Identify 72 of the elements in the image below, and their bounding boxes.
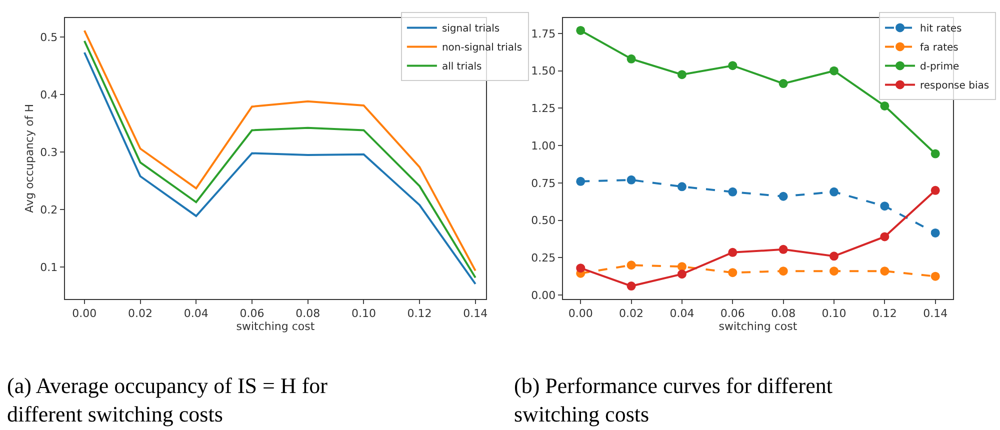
x-tick-label: 0.04 [670,307,694,320]
x-tick-label: 0.14 [463,307,488,320]
point [930,272,940,281]
point [626,175,636,184]
y-axis-title: Avg occupancy of H [22,104,36,213]
x-tick-label: 0.10 [351,307,376,320]
point [728,187,738,196]
point [930,186,940,195]
x-tick-label: 0.02 [619,307,644,320]
x-tick-label: 0.06 [240,307,264,320]
point [626,54,636,64]
y-tick-label: 1.00 [531,139,556,152]
text: (a) Average occupancy of IS = H for different switching costs [7,373,328,427]
point [778,79,788,88]
text: (b) Performance curves for different switching costs [514,373,832,427]
point [778,244,788,254]
point [830,266,838,276]
y-tick-label: 0.75 [531,176,556,190]
point [728,268,738,278]
x-tick-label: 0.00 [568,307,593,320]
point [830,66,838,76]
point [626,260,636,270]
x-tick-label: 0.06 [720,307,745,320]
x-tick-label: 0.04 [184,307,208,320]
x-axis-title: switching cost [236,320,316,334]
y-tick-label: 0.4 [40,88,58,102]
y-tick-label: 1.75 [531,27,556,40]
point [728,248,738,257]
point [930,228,940,238]
point [677,70,686,80]
point [930,149,940,158]
point [728,61,738,70]
point [778,266,788,276]
y-tick-label: 0.25 [531,252,556,265]
y-tick-label: 0.50 [531,214,556,228]
point [880,101,890,110]
y-tick-label: 1.50 [531,64,556,78]
point [677,262,686,272]
y-tick-label: 0.00 [531,288,556,302]
legend-label: d-prime [920,62,960,73]
point [576,176,586,186]
point [576,26,586,35]
legend-label: fa rates [920,42,958,54]
point [880,202,890,211]
y-tick-label: 0.2 [40,204,58,217]
legend-label: response bias [920,80,990,92]
point [626,282,636,291]
point [880,266,890,276]
legend-label: signal trials [442,24,500,35]
y-tick-label: 1.25 [531,102,556,116]
x-tick-label: 0.08 [771,307,796,320]
point [830,252,838,261]
x-tick-label: 0.02 [128,307,153,320]
point [880,232,890,242]
legend-label: hit rates [920,24,962,35]
x-tick-label: 0.10 [822,307,846,320]
x-tick-label: 0.00 [72,307,97,320]
y-tick-label: 0.1 [40,261,58,274]
point [830,187,838,196]
point [778,192,788,201]
legend-label: non-signal trials [442,42,522,54]
x-axis-title: switching cost [718,320,798,334]
point [677,270,686,279]
y-tick-label: 0.5 [40,30,58,44]
y-tick-label: 0.3 [40,146,58,159]
legend-label: all trials [442,62,482,73]
x-tick-label: 0.14 [923,307,948,320]
point [677,182,686,192]
x-tick-label: 0.08 [296,307,320,320]
point [576,264,586,273]
x-tick-label: 0.12 [872,307,897,320]
x-tick-label: 0.12 [407,307,432,320]
